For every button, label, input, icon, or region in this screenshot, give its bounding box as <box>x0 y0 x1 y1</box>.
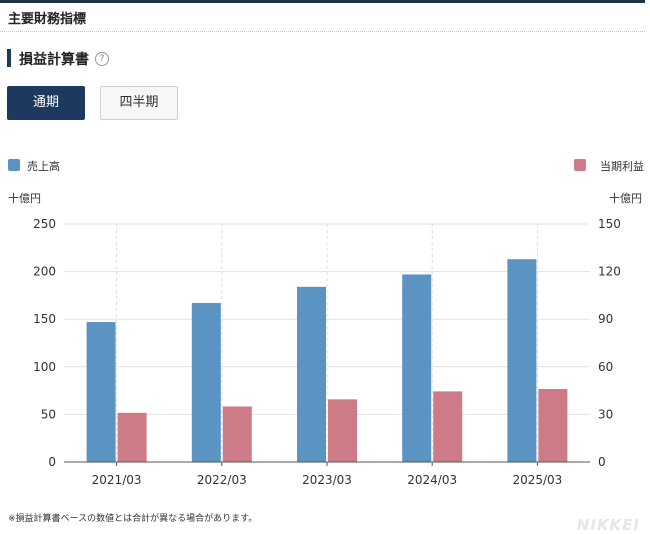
bar-sales <box>86 322 116 462</box>
right-axis-unit: 十億円 <box>609 192 642 205</box>
y-left-tick-label: 200 <box>33 265 56 279</box>
y-right-tick-label: 120 <box>598 265 621 279</box>
legend-profit-label: 当期利益 <box>600 160 644 173</box>
x-tick-label: 2023/03 <box>302 473 352 487</box>
bar-sales <box>402 274 432 462</box>
bar-profit <box>117 412 147 462</box>
bar-sales <box>507 259 537 462</box>
y-left-tick-label: 0 <box>48 455 56 469</box>
bar-sales <box>191 303 221 462</box>
bar-sales <box>297 286 326 462</box>
y-left-tick-label: 150 <box>33 312 56 326</box>
section-title: 主要財務指標 <box>8 12 87 27</box>
bar-profit <box>433 391 463 462</box>
bar-profit <box>328 399 357 462</box>
x-tick-label: 2021/03 <box>92 473 142 487</box>
section-header: 主要財務指標 <box>0 0 645 32</box>
tab-quarterly[interactable]: 四半期 <box>100 86 178 120</box>
y-right-tick-label: 90 <box>598 312 613 326</box>
legend-sales-swatch <box>8 159 20 171</box>
footnote: ※損益計算書ベースの数値とは合計が異なる場合があります。 <box>8 514 258 524</box>
y-right-tick-label: 0 <box>598 455 606 469</box>
y-right-tick-label: 60 <box>598 360 613 374</box>
y-left-tick-label: 50 <box>41 407 56 421</box>
nikkei-logo: NIKKEI <box>576 516 640 534</box>
x-tick-label: 2024/03 <box>407 473 457 487</box>
legend-sales-label: 売上高 <box>27 160 60 173</box>
left-axis-unit: 十億円 <box>8 192 41 205</box>
y-right-tick-label: 150 <box>598 217 621 231</box>
x-tick-label: 2025/03 <box>512 473 562 487</box>
bar-chart: 0 50 100 150 200 250 0 30 60 90 120 150 2021/03 2022/… <box>33 217 621 487</box>
subsection-accent-bar <box>7 49 11 67</box>
y-left-tick-label: 250 <box>33 217 56 231</box>
x-tick-label: 2022/03 <box>197 473 247 487</box>
subsection-title: 損益計算書 <box>19 52 89 68</box>
help-icon[interactable]: ? <box>95 52 109 66</box>
legend-profit-swatch <box>574 159 586 171</box>
y-right-tick-label: 30 <box>598 407 613 421</box>
bar-profit <box>538 389 568 462</box>
tab-annual[interactable]: 通期 <box>7 86 85 120</box>
bar-profit <box>222 406 252 462</box>
y-left-tick-label: 100 <box>33 360 56 374</box>
